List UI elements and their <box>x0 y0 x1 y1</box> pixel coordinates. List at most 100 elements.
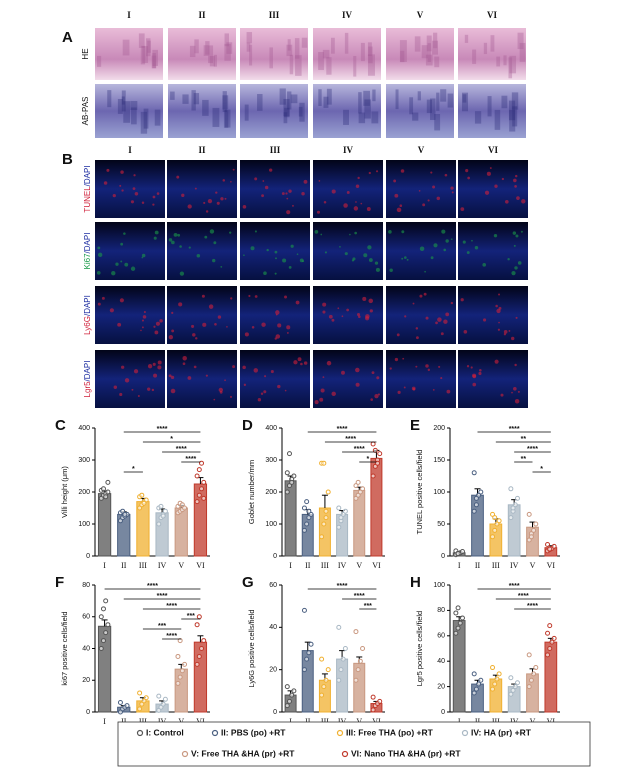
data-point <box>98 614 104 620</box>
signal-spot <box>400 169 405 173</box>
signal-spot <box>511 336 515 341</box>
signal-spot <box>462 240 466 244</box>
data-point <box>323 515 329 521</box>
panel-letter: E <box>410 417 420 434</box>
signal-spot <box>292 204 294 207</box>
fluorescence-image <box>313 222 383 280</box>
data-point <box>342 646 348 651</box>
signal-spot <box>226 326 228 328</box>
tissue-texture <box>224 33 230 47</box>
tissue-texture <box>464 34 469 43</box>
signal-spot <box>498 321 500 324</box>
data-point <box>105 479 111 485</box>
signal-spot <box>360 202 363 205</box>
tissue-texture <box>483 42 488 55</box>
signal-spot <box>425 364 429 368</box>
data-point <box>122 511 128 517</box>
signal-spot <box>377 393 381 396</box>
signal-spot <box>103 181 108 185</box>
data-point <box>492 681 498 687</box>
column-label: III <box>270 145 281 155</box>
signal-spot <box>179 245 182 248</box>
signal-spot <box>220 197 224 201</box>
tissue-texture <box>322 49 330 59</box>
data-point <box>137 690 143 696</box>
data-point <box>514 495 520 501</box>
y-tick-label: 60 <box>82 614 90 621</box>
y-tick-label: 80 <box>82 582 90 589</box>
legend-label: II: PBS (po) +RT <box>221 727 286 737</box>
data-point <box>336 624 342 630</box>
signal-spot <box>141 253 146 258</box>
data-point <box>490 665 496 671</box>
signal-spot <box>423 292 427 296</box>
signal-spot <box>322 376 325 379</box>
data-point <box>308 641 314 647</box>
bar <box>318 507 331 557</box>
significance-label: **** <box>518 593 529 600</box>
signal-spot <box>177 233 181 237</box>
signal-spot <box>331 189 336 194</box>
signal-spot <box>217 315 222 319</box>
significance-label: **** <box>345 436 356 443</box>
signal-spot <box>484 190 490 195</box>
y-tick-label: 20 <box>82 677 90 684</box>
signal-spot <box>121 189 124 192</box>
tissue-texture <box>117 98 123 114</box>
y-tick-label: 20 <box>437 683 445 690</box>
signal-spot <box>212 258 216 263</box>
fluorescence-image <box>95 350 165 408</box>
data-point <box>370 707 376 713</box>
signal-spot <box>498 293 501 296</box>
data-point <box>156 693 162 699</box>
data-point <box>196 653 202 659</box>
signal-spot <box>261 194 265 198</box>
fluorescence-image <box>458 350 528 408</box>
signal-spot <box>316 210 320 214</box>
tissue-texture <box>421 45 428 59</box>
data-point <box>496 671 502 677</box>
panel-letter: D <box>242 417 253 434</box>
tissue-texture <box>360 42 365 62</box>
y-tick-label: 50 <box>437 521 445 528</box>
signal-spot <box>337 307 340 310</box>
data-point <box>196 614 202 620</box>
data-point <box>160 701 166 707</box>
signal-spot <box>130 200 135 204</box>
x-tick-label: II <box>305 561 311 570</box>
data-point <box>321 460 327 466</box>
signal-spot <box>471 239 473 242</box>
tissue-texture <box>426 35 432 52</box>
data-point <box>306 650 312 656</box>
signal-spot <box>205 210 209 213</box>
signal-spot <box>261 322 266 327</box>
tissue-texture <box>246 42 251 52</box>
signal-spot <box>450 186 454 190</box>
significance-label: **** <box>354 593 365 600</box>
tissue-texture <box>301 37 308 48</box>
data-point <box>306 508 312 514</box>
tissue-texture <box>191 90 196 111</box>
tissue-texture <box>503 55 507 66</box>
signal-spot <box>224 379 226 382</box>
signal-spot <box>106 168 110 172</box>
tissue-texture <box>283 98 290 117</box>
signal-spot <box>425 316 429 320</box>
data-point <box>355 479 361 485</box>
data-point <box>355 492 361 498</box>
y-axis-label: TUNEL positive cells/field <box>415 450 424 535</box>
data-point <box>162 696 168 702</box>
data-point <box>98 646 104 651</box>
signal-spot <box>394 357 399 362</box>
tissue-texture <box>147 40 151 53</box>
signal-spot <box>435 321 438 325</box>
signal-spot <box>412 302 415 305</box>
signal-spot <box>415 336 419 340</box>
signal-spot <box>302 260 305 263</box>
data-point <box>508 675 514 681</box>
signal-spot <box>355 201 357 203</box>
row-label: TUNEL/DAPI <box>83 165 92 212</box>
signal-spot <box>489 167 492 170</box>
signal-spot <box>140 329 142 332</box>
fluorescence-image <box>313 350 383 408</box>
